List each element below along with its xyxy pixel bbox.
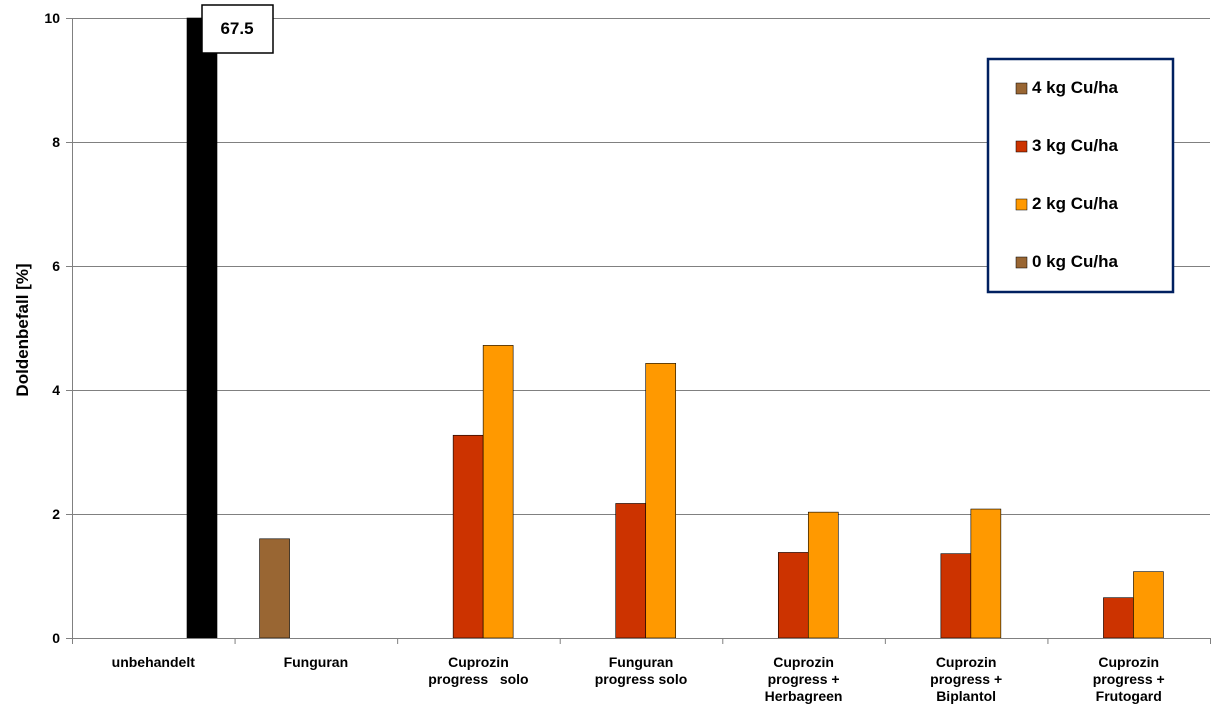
category-label: Cuprozin	[448, 654, 509, 670]
y-axis-label: Doldenbefall [%]	[13, 263, 32, 396]
y-tick-label: 6	[52, 258, 60, 274]
y-tick-label: 4	[52, 382, 60, 398]
category-label: Funguran	[284, 654, 349, 670]
legend-label: 3 kg Cu/ha	[1032, 136, 1119, 155]
legend-swatch	[1015, 140, 1028, 153]
category-label: progress +	[768, 671, 840, 687]
legend-label: 4 kg Cu/ha	[1032, 78, 1119, 97]
legend-swatch	[1015, 198, 1028, 211]
y-tick-labels: 0 2 4 6 8 10	[44, 10, 60, 646]
bar-4-kg-cu-ha	[259, 538, 290, 639]
y-tick-label: 2	[52, 506, 60, 522]
bar-2-kg-cu-ha	[807, 511, 839, 639]
callout-value: 67.5	[220, 19, 253, 38]
legend-label: 2 kg Cu/ha	[1032, 194, 1119, 213]
bar-3-kg-cu-ha	[615, 503, 647, 639]
category-label: progress solo	[595, 671, 688, 687]
legend: 4 kg Cu/ha 3 kg Cu/ha 2 kg Cu/ha 0 kg Cu/ha	[986, 57, 1175, 294]
bar-3-kg-cu-ha	[452, 434, 484, 639]
y-tick-label: 8	[52, 134, 60, 150]
bar-2-kg-cu-ha	[970, 508, 1002, 639]
bar-2-kg-cu-ha	[645, 363, 677, 639]
category-label: Cuprozin	[1098, 654, 1159, 670]
category-label: unbehandelt	[112, 654, 196, 670]
legend-box	[986, 57, 1175, 294]
y-tick-label: 0	[52, 630, 60, 646]
category-label: Cuprozin	[936, 654, 997, 670]
category-label: Cuprozin	[773, 654, 834, 670]
value-callout: 67.5	[201, 4, 274, 54]
bars	[186, 17, 1164, 639]
callout-box	[201, 4, 274, 54]
category-label: Herbagreen	[765, 688, 843, 704]
category-label: progress +	[930, 671, 1002, 687]
bar-3-kg-cu-ha	[1103, 597, 1134, 639]
legend-label: 0 kg Cu/ha	[1032, 252, 1119, 271]
legend-swatch	[1015, 82, 1028, 95]
bar-2-kg-cu-ha	[1133, 571, 1164, 639]
category-label: Funguran	[609, 654, 674, 670]
category-label: Frutogard	[1096, 688, 1162, 704]
bar-3-kg-cu-ha	[777, 552, 809, 639]
axes	[66, 18, 1211, 644]
bar-2-kg-cu-ha	[482, 345, 514, 639]
legend-swatch	[1015, 256, 1028, 269]
bar-0-kg-cu-ha	[186, 17, 218, 639]
category-label: progress solo	[428, 671, 528, 687]
category-label: progress +	[1093, 671, 1165, 687]
category-label: Biplantol	[936, 688, 996, 704]
y-tick-label: 10	[44, 10, 60, 26]
bar-3-kg-cu-ha	[940, 553, 972, 639]
